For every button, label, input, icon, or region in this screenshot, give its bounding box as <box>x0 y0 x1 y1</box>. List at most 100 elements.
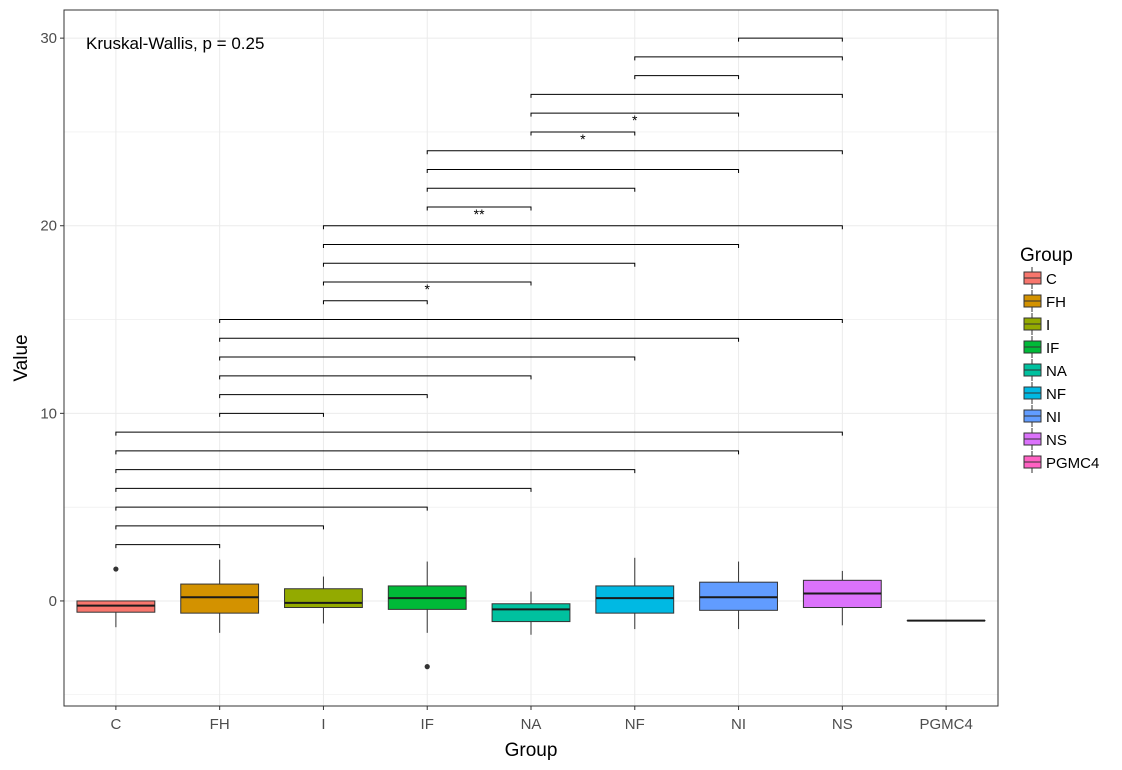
legend-item-fh: FH <box>1023 290 1066 312</box>
legend-label: FH <box>1046 294 1066 311</box>
significance-label: * <box>580 131 586 147</box>
significance-label: * <box>632 112 638 128</box>
y-tick-label: 10 <box>40 405 57 422</box>
bracket-line <box>426 168 740 173</box>
comparison-bracket <box>115 525 324 530</box>
bracket-line <box>115 525 324 530</box>
comparison-bracket <box>634 56 843 61</box>
legend-label: C <box>1046 271 1057 288</box>
x-axis: C FH I IF NA NF NI NS PGMC4 <box>110 706 973 733</box>
x-tick-label: I <box>321 716 325 733</box>
bracket-line <box>634 75 740 80</box>
outlier-point <box>113 566 119 572</box>
legend-item-ni: NI <box>1023 405 1061 427</box>
bracket-line <box>530 112 740 117</box>
comparison-bracket <box>322 300 428 305</box>
comparison-bracket <box>219 412 324 417</box>
x-axis-title: Group <box>505 740 558 761</box>
comparison-bracket: ** <box>426 206 532 222</box>
y-axis: 0 10 20 30 <box>40 30 64 610</box>
comparison-bracket <box>426 187 636 192</box>
legend-item-i: I <box>1023 313 1050 335</box>
box-ns <box>802 570 882 626</box>
legend-label: NS <box>1046 432 1067 449</box>
box-series <box>76 557 986 670</box>
bracket-line <box>115 544 221 549</box>
bracket-line <box>322 300 428 305</box>
legend-label: IF <box>1046 340 1059 357</box>
x-tick-label: FH <box>210 716 230 733</box>
comparison-bracket <box>219 375 532 380</box>
legend-label: NF <box>1046 386 1066 403</box>
comparison-bracket: * <box>322 281 532 297</box>
bracket-line <box>322 281 532 286</box>
significance-label: * <box>424 281 430 297</box>
bracket-line <box>115 450 740 455</box>
comparison-bracket <box>426 150 843 155</box>
bracket-line <box>322 225 843 230</box>
y-tick-label: 0 <box>49 593 57 610</box>
comparison-bracket <box>634 75 740 80</box>
box-fh <box>180 559 260 633</box>
box-c <box>76 566 156 628</box>
box-iqr <box>595 585 675 614</box>
comparison-bracket <box>738 37 843 42</box>
box-ni <box>699 561 778 630</box>
bracket-line <box>634 56 843 61</box>
comparison-bracket <box>219 337 740 342</box>
legend-title: Group <box>1020 245 1073 266</box>
comparison-bracket <box>115 487 532 492</box>
comparison-bracket: * <box>530 112 740 128</box>
x-tick-label: C <box>110 716 121 733</box>
comparison-bracket <box>530 93 843 98</box>
bracket-line <box>426 150 843 155</box>
kruskal-wallis-annotation: Kruskal-Wallis, p = 0.25 <box>86 34 264 53</box>
bracket-line <box>426 187 636 192</box>
box-iqr <box>180 583 260 614</box>
comparison-bracket <box>219 319 843 324</box>
comparison-bracket <box>115 506 428 511</box>
box-iqr <box>491 603 571 623</box>
y-axis-title: Value <box>11 334 32 381</box>
legend-item-c: C <box>1023 267 1057 289</box>
comparison-bracket: * <box>530 131 636 147</box>
x-tick-label: PGMC4 <box>919 716 972 733</box>
comparison-bracket <box>322 244 740 249</box>
box-na <box>491 591 571 635</box>
bracket-line <box>530 131 636 136</box>
legend-item-if: IF <box>1023 336 1059 358</box>
comparison-bracket <box>115 544 221 549</box>
bracket-line <box>322 262 636 267</box>
bracket-line <box>530 93 843 98</box>
comparison-bracket <box>322 262 636 267</box>
legend-label: NA <box>1046 363 1067 380</box>
comparison-bracket <box>115 450 740 455</box>
legend-item-pgmc4: PGMC4 <box>1023 451 1099 473</box>
significance-label: ** <box>474 206 485 222</box>
x-tick-label: IF <box>421 716 434 733</box>
y-tick-label: 20 <box>40 218 57 235</box>
y-tick-label: 30 <box>40 30 57 47</box>
legend-label: I <box>1046 317 1050 334</box>
bracket-line <box>219 319 843 324</box>
comparison-brackets: ***** <box>115 37 843 549</box>
bracket-line <box>219 394 428 399</box>
bracket-line <box>115 487 532 492</box>
box-iqr <box>284 588 363 609</box>
legend-label: NI <box>1046 409 1061 426</box>
legend-label: PGMC4 <box>1046 455 1099 472</box>
outlier-point <box>424 664 430 670</box>
comparison-bracket <box>219 356 636 361</box>
bracket-line <box>115 431 843 436</box>
bracket-line <box>115 506 428 511</box>
box-if <box>387 561 467 670</box>
x-tick-label: NF <box>625 716 645 733</box>
legend-item-na: NA <box>1023 359 1067 381</box>
bracket-line <box>322 244 740 249</box>
bracket-line <box>115 469 636 474</box>
x-tick-label: NI <box>731 716 746 733</box>
x-tick-label: NA <box>521 716 542 733</box>
comparison-bracket <box>115 431 843 436</box>
comparison-bracket <box>219 394 428 399</box>
